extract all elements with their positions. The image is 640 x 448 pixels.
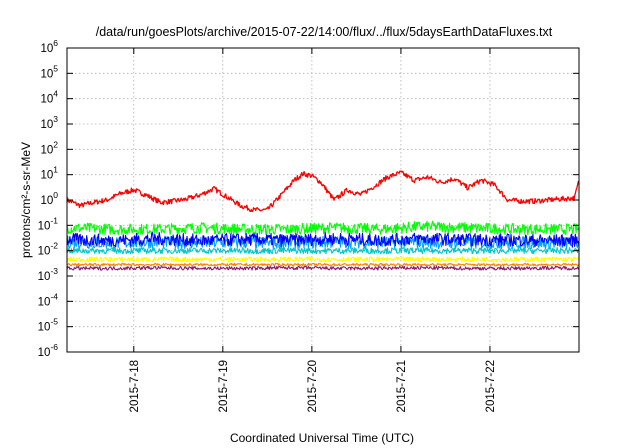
y-tick-label: 10-4 xyxy=(38,291,59,308)
y-tick-label: 10-2 xyxy=(38,241,59,258)
series-line-0 xyxy=(66,170,580,213)
y-tick-label: 103 xyxy=(40,114,58,131)
x-tick-label: 2015-7-22 xyxy=(485,360,497,412)
x-tick-label: 2015-7-20 xyxy=(307,360,319,412)
y-tick-label: 104 xyxy=(40,89,58,106)
y-axis: 10-6 10-5 10-4 10-3 10-2 10-1 100 101 102 103 104 1… xyxy=(38,38,579,359)
x-tick-label: 2015-7-21 xyxy=(396,360,408,412)
grid xyxy=(67,48,579,352)
y-tick-label: 10-1 xyxy=(38,215,59,232)
x-axis: 2015-7-18 2015-7-19 2015-7-20 2015-7-21 2015… xyxy=(129,48,497,412)
series-group xyxy=(66,170,580,271)
y-tick-label: 10-3 xyxy=(38,266,59,283)
y-tick-label: 106 xyxy=(40,38,58,55)
series-line-2 xyxy=(66,235,580,250)
x-tick-label: 2015-7-19 xyxy=(218,360,230,412)
series-line-5 xyxy=(66,256,580,263)
chart-title: /data/run/goesPlots/archive/2015-07-22/1… xyxy=(96,25,553,39)
y-tick-label: 105 xyxy=(40,63,58,80)
x-axis-label: Coordinated Universal Time (UTC) xyxy=(230,431,414,445)
series-line-1 xyxy=(66,220,580,236)
y-axis-label: protons/cm²-s-sr-MeV xyxy=(19,142,33,258)
y-tick-label: 10-6 xyxy=(38,342,59,359)
y-tick-label: 100 xyxy=(40,190,58,207)
y-tick-label: 10-5 xyxy=(38,317,59,334)
x-tick-label: 2015-7-18 xyxy=(129,360,141,412)
series-line-4 xyxy=(66,247,580,255)
y-tick-label: 102 xyxy=(40,139,58,156)
series-line-7 xyxy=(66,265,580,271)
y-tick-label: 101 xyxy=(40,165,58,182)
series-line-3 xyxy=(66,231,580,248)
series-line-6 xyxy=(66,262,580,267)
